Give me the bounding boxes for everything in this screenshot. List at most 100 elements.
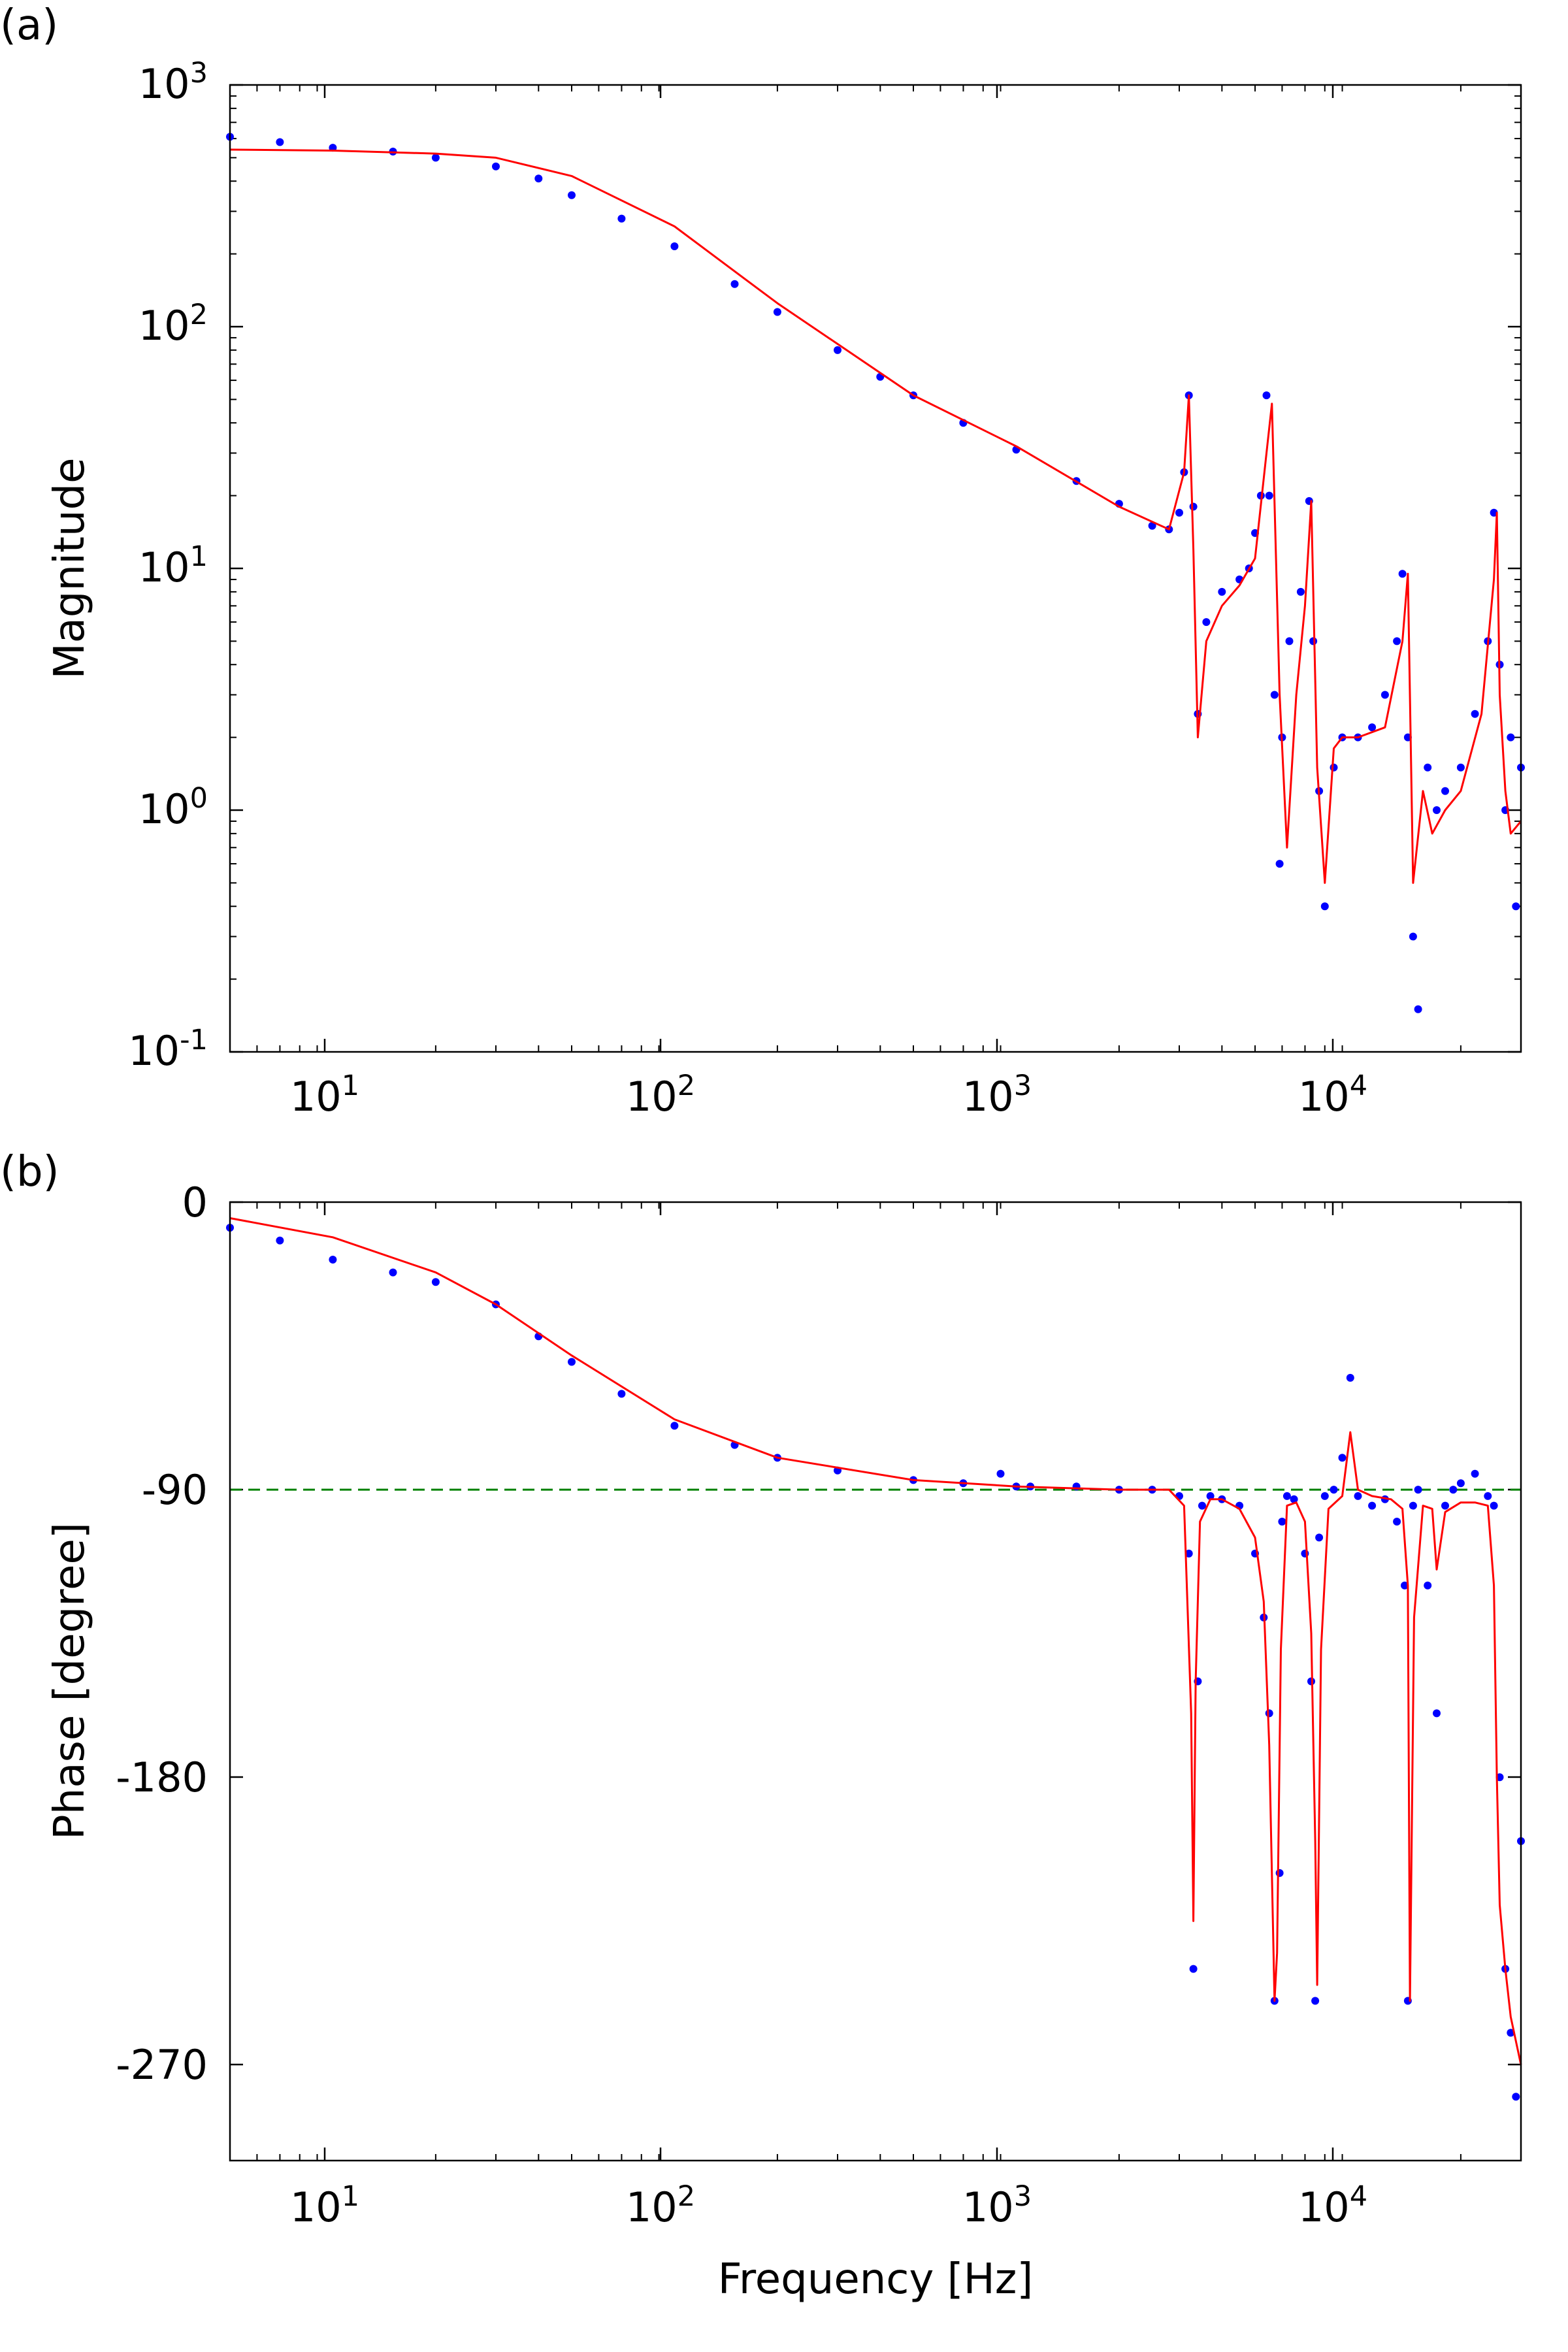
- magnitude-data-point: [1270, 691, 1279, 699]
- phase-y-tick-label: -180: [116, 1754, 208, 1801]
- magnitude-x-tick-100: 102: [626, 85, 695, 1120]
- panel-label-b: (b): [0, 1148, 59, 1196]
- phase-data-point: [1290, 1495, 1298, 1503]
- phase-data-point: [431, 1278, 440, 1286]
- magnitude-y-tick-label: 101: [139, 540, 208, 591]
- phase-y-ticks: 0 -90 -180 -270: [116, 1179, 1521, 2089]
- phase-x-tick-100: 102: [626, 1202, 695, 2231]
- magnitude-data-point: [670, 242, 679, 250]
- magnitude-data-point: [1393, 637, 1401, 645]
- phase-data-point: [1433, 1709, 1441, 1718]
- magnitude-data-point: [1507, 733, 1515, 742]
- phase-data-point: [1189, 1965, 1198, 1973]
- phase-x-tick-label: 103: [962, 2180, 1032, 2231]
- magnitude-data-point: [1189, 502, 1198, 511]
- phase-y-tick-minus-180: -180: [116, 1754, 1521, 1801]
- phase-data-point: [1311, 1997, 1320, 2005]
- magnitude-x-ticks: 101 102 103 104: [290, 85, 1367, 1120]
- magnitude-data-point: [1320, 902, 1329, 911]
- phase-data-point: [1368, 1501, 1377, 1510]
- magnitude-fit-line: [229, 148, 1522, 884]
- magnitude-y-axis-label: Magnitude: [46, 457, 94, 679]
- phase-data-point: [1456, 1479, 1465, 1488]
- phase-data-point: [1320, 1492, 1329, 1500]
- magnitude-data-point: [1414, 1005, 1422, 1013]
- phase-data-point: [568, 1358, 576, 1366]
- magnitude-data-point: [1202, 618, 1211, 627]
- magnitude-data-point: [1309, 637, 1318, 645]
- magnitude-data-point: [1409, 932, 1417, 941]
- magnitude-x-tick-label: 103: [962, 1070, 1032, 1120]
- phase-data-point: [276, 1236, 284, 1245]
- phase-data-point: [1346, 1373, 1354, 1382]
- phase-plot-area: [226, 1202, 1525, 2161]
- phase-data-point: [1401, 1581, 1409, 1590]
- magnitude-data-point: [1380, 691, 1389, 699]
- phase-data-point: [1315, 1533, 1324, 1542]
- phase-x-tick-10: 101: [290, 1202, 359, 2231]
- magnitude-data-point: [730, 280, 739, 288]
- magnitude-data-point: [1285, 637, 1294, 645]
- magnitude-data-point: [1218, 587, 1226, 596]
- phase-y-tick-minus-90: -90: [142, 1466, 1521, 1514]
- phase-data-point: [389, 1268, 397, 1277]
- phase-data-point: [1338, 1454, 1347, 1462]
- phase-panel: (b) 0 -90 -180 -270 101 102 103 104 Phas…: [0, 1148, 1525, 2304]
- phase-data-point: [1198, 1501, 1206, 1510]
- magnitude-data-point: [1275, 860, 1284, 868]
- magnitude-y-tick-1000: 103: [139, 57, 1521, 108]
- magnitude-data-point: [1296, 587, 1305, 596]
- magnitude-panel: (a) 103 102 101 100 10-1 101 102 103 104…: [0, 1, 1525, 1120]
- magnitude-data-point: [1456, 763, 1465, 772]
- magnitude-data-point: [431, 154, 440, 162]
- magnitude-data-point: [276, 138, 284, 146]
- magnitude-x-tick-1000: 103: [962, 85, 1032, 1120]
- phase-data-point: [1484, 1492, 1492, 1500]
- magnitude-data-point: [773, 308, 781, 316]
- magnitude-data-point: [1330, 763, 1338, 772]
- phase-y-tick-minus-270: -270: [116, 2041, 1521, 2089]
- magnitude-y-tick-10: 101: [139, 540, 1521, 591]
- magnitude-data-point: [568, 191, 576, 199]
- phase-data-point: [1282, 1492, 1291, 1500]
- phase-data-point: [1471, 1469, 1479, 1478]
- phase-data-point: [1206, 1492, 1215, 1500]
- phase-data-point: [1275, 1869, 1284, 1877]
- phase-y-tick-label: 0: [182, 1179, 208, 1226]
- phase-data-point: [670, 1422, 679, 1430]
- magnitude-data-point: [534, 174, 543, 183]
- phase-x-tick-label: 102: [626, 2180, 695, 2231]
- phase-data-point: [1449, 1486, 1458, 1494]
- phase-data-point: [1490, 1501, 1498, 1510]
- magnitude-y-tick-1: 100: [139, 782, 1521, 833]
- magnitude-x-tick-label: 102: [626, 1070, 695, 1120]
- phase-x-tick-label: 101: [290, 2180, 359, 2231]
- magnitude-x-tick-10: 101: [290, 85, 359, 1120]
- phase-data-point: [329, 1256, 337, 1264]
- magnitude-data-point: [834, 346, 841, 354]
- phase-data-point: [1393, 1518, 1401, 1526]
- magnitude-x-tick-label: 101: [290, 1070, 359, 1120]
- magnitude-data-point: [1433, 806, 1441, 814]
- magnitude-data-point: [1398, 570, 1407, 578]
- magnitude-data-point: [1424, 763, 1432, 772]
- magnitude-data-point: [1368, 723, 1377, 732]
- phase-x-ticks: 101 102 103 104: [290, 1202, 1367, 2231]
- phase-data-point: [1184, 1549, 1193, 1558]
- phase-x-tick-1000: 103: [962, 1202, 1032, 2231]
- magnitude-y-tick-label: 100: [139, 782, 208, 833]
- phase-data-point: [1409, 1501, 1417, 1510]
- magnitude-data-point: [1441, 787, 1449, 795]
- magnitude-data-point: [492, 162, 500, 171]
- phase-x-axis-label: Frequency [Hz]: [718, 2255, 1034, 2304]
- magnitude-y-tick-label: 102: [139, 299, 208, 350]
- magnitude-data-point: [1148, 521, 1156, 530]
- phase-fit-line: [229, 1217, 1522, 2065]
- phase-data-point: [1414, 1486, 1422, 1494]
- phase-data-point: [617, 1390, 626, 1398]
- phase-data-point: [1265, 1709, 1273, 1718]
- magnitude-y-tick-0.1: 10-1: [128, 1024, 1521, 1075]
- phase-axes-frame: [229, 1201, 1522, 2162]
- phase-y-tick-label: -90: [142, 1466, 208, 1514]
